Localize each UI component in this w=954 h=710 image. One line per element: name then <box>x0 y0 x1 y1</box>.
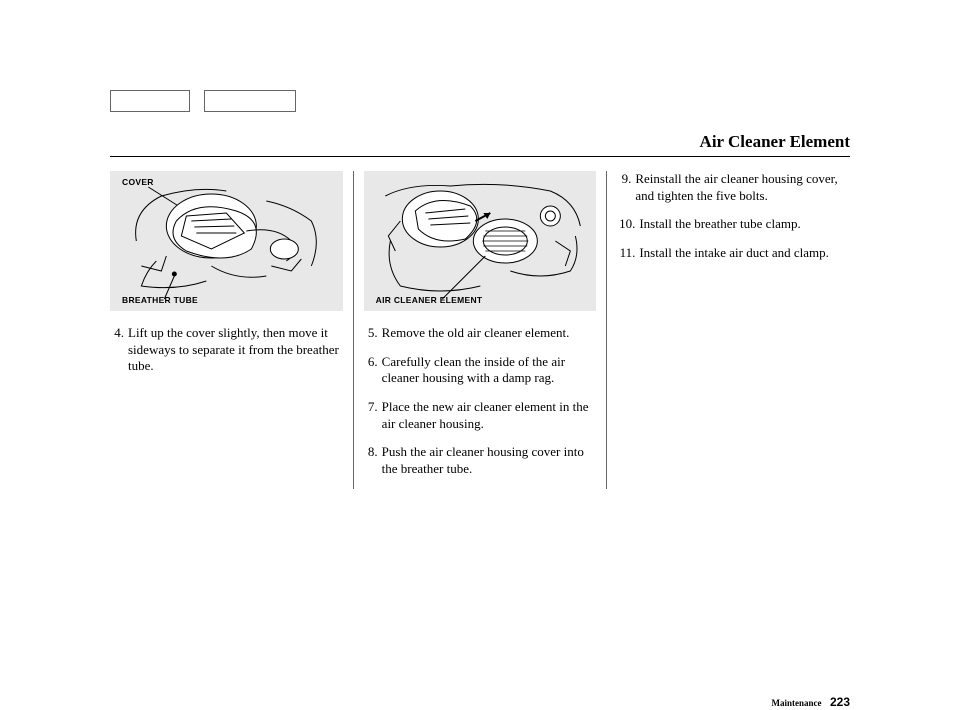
page-content: Air Cleaner Element COVER BREATHER TUBE <box>110 90 850 489</box>
steps-col2: 5. Remove the old air cleaner element. 6… <box>364 325 597 477</box>
step-item: 11. Install the intake air duct and clam… <box>617 245 850 262</box>
figure2-diagram <box>364 171 597 311</box>
step-number: 9. <box>617 171 635 204</box>
step-text: Lift up the cover slightly, then move it… <box>128 325 343 375</box>
step-number: 6. <box>364 354 382 387</box>
step-item: 5. Remove the old air cleaner element. <box>364 325 597 342</box>
page-title: Air Cleaner Element <box>700 132 850 152</box>
step-text: Place the new air cleaner element in the… <box>382 399 597 432</box>
nav-box-2[interactable] <box>204 90 296 112</box>
step-number: 5. <box>364 325 382 342</box>
step-item: 9. Reinstall the air cleaner housing cov… <box>617 171 850 204</box>
nav-boxes <box>110 90 850 112</box>
column-2: AIR CLEANER ELEMENT <box>354 171 608 489</box>
footer-page-number: 223 <box>830 695 850 709</box>
step-number: 7. <box>364 399 382 432</box>
step-item: 7. Place the new air cleaner element in … <box>364 399 597 432</box>
step-text: Install the breather tube clamp. <box>639 216 850 233</box>
step-item: 10. Install the breather tube clamp. <box>617 216 850 233</box>
footer-section: Maintenance <box>771 698 821 708</box>
step-item: 8. Push the air cleaner housing cover in… <box>364 444 597 477</box>
column-1: COVER BREATHER TUBE <box>110 171 354 489</box>
step-number: 4. <box>110 325 128 375</box>
column-3: 9. Reinstall the air cleaner housing cov… <box>607 171 850 489</box>
step-number: 11. <box>617 245 639 262</box>
steps-col1: 4. Lift up the cover slightly, then move… <box>110 325 343 375</box>
title-row: Air Cleaner Element <box>110 132 850 157</box>
step-text: Carefully clean the inside of the air cl… <box>382 354 597 387</box>
step-text: Reinstall the air cleaner housing cover,… <box>635 171 850 204</box>
step-text: Install the intake air duct and clamp. <box>639 245 850 262</box>
page-footer: Maintenance 223 <box>771 695 850 709</box>
step-text: Push the air cleaner housing cover into … <box>382 444 597 477</box>
figure1-diagram <box>110 171 343 311</box>
nav-box-1[interactable] <box>110 90 190 112</box>
figure-air-cleaner: AIR CLEANER ELEMENT <box>364 171 597 311</box>
steps-col3: 9. Reinstall the air cleaner housing cov… <box>617 171 850 262</box>
step-item: 4. Lift up the cover slightly, then move… <box>110 325 343 375</box>
step-item: 6. Carefully clean the inside of the air… <box>364 354 597 387</box>
step-text: Remove the old air cleaner element. <box>382 325 597 342</box>
step-number: 10. <box>617 216 639 233</box>
columns: COVER BREATHER TUBE <box>110 171 850 489</box>
figure-cover-breather: COVER BREATHER TUBE <box>110 171 343 311</box>
step-number: 8. <box>364 444 382 477</box>
